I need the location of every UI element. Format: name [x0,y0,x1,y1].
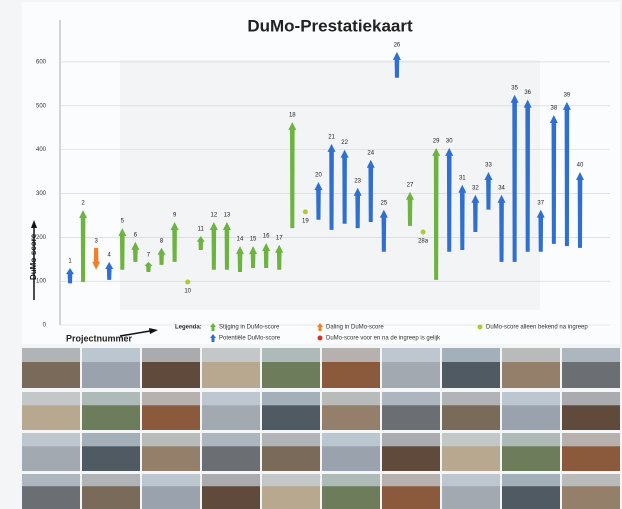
photo-sky [502,474,560,486]
project-label: 18 [289,113,296,119]
project-label: 13 [224,213,231,219]
project-label: 14 [237,237,244,243]
y-tick-label: 200 [36,235,47,241]
project-label: 21 [328,134,335,140]
photo-sky [82,392,140,405]
score-dot [421,230,426,235]
project-label: 40 [577,163,584,169]
project-label: 17 [276,235,283,241]
project-label: 19 [302,218,309,224]
legend-label: Daling in DuMo-score [326,325,384,331]
photo-sky [322,474,380,486]
photo-sky [382,348,440,362]
y-tick-label: 600 [36,60,47,66]
project-label: 34 [498,185,505,191]
photo-sky [262,433,320,446]
legend-label: Potentiële DuMo-score [219,336,281,342]
photo-sky [202,348,260,362]
photo-sky [442,433,500,446]
photo-sky [202,474,260,486]
photo-sky [502,392,560,405]
project-label: 26 [394,42,401,48]
photo-sky [382,392,440,405]
project-label: 22 [341,140,348,146]
photo-sky [442,474,500,486]
legend-label: Stijging in DuMo-score [219,325,280,331]
project-label: 35 [511,85,518,91]
project-label: 11 [198,227,205,233]
project-label: 28a [418,239,429,245]
photo-sky [22,392,80,405]
project-label: 27 [407,182,414,188]
photo-sky [322,433,380,446]
photo-sky [562,348,620,362]
project-label: 37 [537,200,544,206]
poster: DuMo-Prestatiekaart DuMo-score Projectnu… [0,0,622,509]
photo-sky [262,474,320,486]
photo-sky [562,392,620,405]
photo-sky [502,348,560,362]
project-label: 38 [551,106,558,112]
project-label: 24 [367,150,374,156]
legend-label: DuMo-score alleen bekend na ingreep [486,325,588,331]
project-label: 12 [211,213,218,219]
project-label: 32 [472,185,479,191]
photo-sky [382,474,440,486]
photo-sky [442,392,500,405]
project-label: 39 [564,92,571,98]
photo-sky [22,433,80,446]
photo-sky [562,474,620,486]
photo-sky [262,348,320,362]
project-label: 33 [485,163,492,169]
project-label: 29 [433,138,440,144]
photo-sky [262,392,320,405]
project-label: 25 [381,200,388,206]
legend-swatch [478,325,483,330]
project-label: 31 [459,175,466,181]
y-tick-label: 400 [36,147,47,153]
score-dot [303,209,308,214]
photo-sky [382,433,440,446]
photo-sky [22,474,80,486]
project-label: 30 [446,138,453,144]
chart-title: DuMo-Prestatiekaart [247,16,413,35]
photo-sky [82,348,140,362]
photo-sky [202,433,260,446]
project-label: 36 [524,90,531,96]
project-label: 10 [184,289,191,295]
y-tick-label: 500 [36,103,47,109]
project-label: 20 [315,173,322,179]
photo-sky [562,433,620,446]
photo-sky [142,474,200,486]
photo-sky [322,392,380,405]
score-dot [185,280,190,285]
legend-label: DuMo-score voor en na de ingreep is geli… [326,336,441,342]
photo-sky [142,392,200,405]
legend-swatch [318,336,323,341]
project-label: 16 [263,234,270,240]
y-tick-label: 300 [36,191,47,197]
project-label: 15 [250,237,257,243]
photo-sky [322,348,380,362]
photo-sky [502,433,560,446]
project-label: 23 [354,178,361,184]
photo-sky [142,348,200,362]
photo-sky [442,348,500,362]
photo-sky [22,348,80,362]
photo-sky [82,474,140,486]
legend-title: Legenda: [175,325,202,331]
photo-sky [202,392,260,405]
photo-sky [82,433,140,446]
photo-sky [142,433,200,446]
y-tick-label: 100 [36,279,47,285]
